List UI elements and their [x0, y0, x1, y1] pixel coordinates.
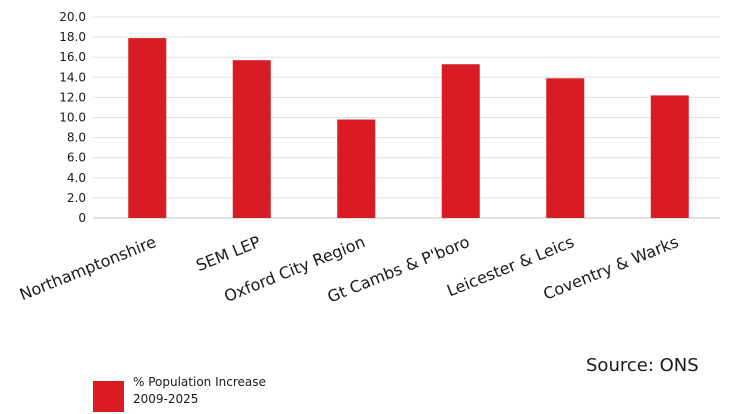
bar-3 [337, 119, 376, 218]
legend-line-2: 2009-2025 [133, 392, 199, 406]
y-tick-label: 20.0 [59, 10, 86, 24]
y-tick-label: 10.0 [59, 111, 86, 125]
y-tick-label: 18.0 [59, 30, 86, 44]
y-axis-ticks: 20.0 18.0 16.0 14.0 12.0 10.0 8.0 6.0 4.0 2.0 0 [59, 10, 86, 225]
bar-1 [128, 38, 167, 219]
legend: % Population Increase 2009-2025 [93, 374, 333, 414]
y-tick-label: 0 [78, 211, 86, 225]
y-tick-label: 14.0 [59, 70, 86, 84]
bars [128, 38, 689, 219]
y-tick-label: 4.0 [67, 171, 86, 185]
gridlines [93, 16, 720, 219]
source-note: Source: ONS [586, 355, 699, 376]
bar-2 [232, 60, 271, 219]
legend-text: % Population Increase 2009-2025 [133, 374, 266, 408]
y-tick-label: 16.0 [59, 50, 86, 64]
legend-swatch [93, 381, 124, 412]
bar-chart: 20.0 18.0 16.0 14.0 12.0 10.0 8.0 6.0 4.0 2.0 0 No… [17, 10, 720, 306]
bar-4 [441, 64, 480, 218]
y-tick-label: 6.0 [67, 151, 86, 165]
bar-5 [546, 78, 585, 219]
legend-line-1: % Population Increase [133, 375, 266, 389]
y-tick-label: 2.0 [67, 191, 86, 205]
y-tick-label: 12.0 [59, 90, 86, 104]
category-label: Northamptonshire [17, 232, 159, 304]
bar-6 [650, 95, 689, 218]
y-tick-label: 8.0 [67, 131, 86, 145]
category-label: SEM LEP [193, 232, 263, 275]
